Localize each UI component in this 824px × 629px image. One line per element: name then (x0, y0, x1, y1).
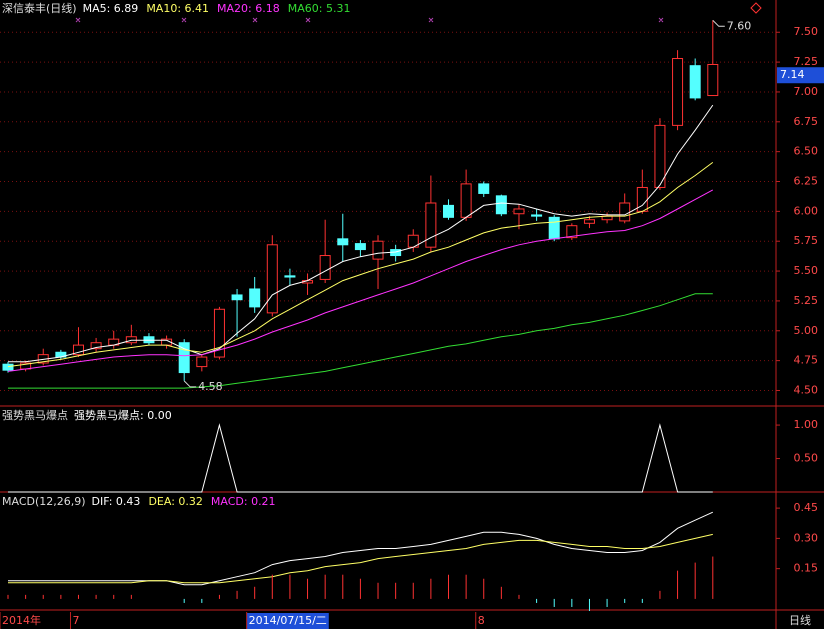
y-tick-label: 7.25 (794, 55, 819, 68)
legend-label: DIF: 0.43 (92, 495, 141, 508)
panel-title: 深信泰丰(日线) (2, 1, 77, 15)
candle-body (178, 342, 190, 374)
candle-body (90, 342, 102, 350)
candle-body (619, 202, 631, 222)
price-cursor-label: 7.14 (780, 68, 805, 81)
candle-body (266, 244, 278, 314)
annotation-label: 7.60 (727, 19, 752, 32)
candle-body (707, 63, 719, 97)
x-tick-label: 2014年 (2, 613, 41, 627)
annotation-arrow (183, 380, 197, 388)
candle-body (425, 202, 437, 248)
period-label: 日线 (789, 613, 811, 627)
x-tick-label: 2014/07/15/二 (249, 614, 327, 627)
macd-line (8, 533, 713, 584)
legend-label: MA60: 5.31 (288, 2, 351, 15)
y-tick-label: 7.00 (794, 85, 819, 98)
y-tick-label: 6.50 (794, 145, 819, 158)
indicator-line (8, 423, 713, 493)
x-tick-label: 7 (72, 614, 79, 627)
y-tick-label: 0.15 (794, 562, 819, 575)
ma-line (7, 161, 714, 368)
corner-icon (750, 2, 762, 14)
y-tick-label: 0.30 (794, 531, 819, 544)
candle-body (443, 204, 454, 218)
legend-label: MA10: 6.41 (146, 2, 209, 15)
y-tick-label: 4.50 (794, 383, 819, 396)
y-tick-label: 6.75 (794, 115, 819, 128)
candle-body (583, 219, 595, 224)
annotation-label: 4.58 (198, 380, 223, 393)
legend-label: DEA: 0.32 (148, 495, 202, 508)
macd-line (8, 511, 714, 586)
candle-body (319, 255, 331, 280)
candle-body (372, 240, 384, 260)
panel-title: MACD(12,26,9) (2, 495, 86, 508)
candle-body (249, 288, 261, 308)
candle-body (125, 336, 137, 344)
y-tick-label: 6.25 (794, 175, 819, 188)
y-tick-label: 5.75 (794, 234, 819, 247)
candle-body (495, 195, 507, 215)
candle-body (337, 238, 349, 246)
ma-line (7, 189, 714, 372)
candle-body (689, 65, 701, 99)
candle-body (531, 214, 543, 217)
signal-markers (75, 17, 664, 23)
y-tick-label: 5.50 (794, 264, 819, 277)
panel-title: 强势黑马爆点 (2, 408, 68, 422)
y-tick-label: 0.45 (794, 501, 819, 514)
candle-body (460, 183, 472, 218)
annotation-arrow (712, 19, 725, 27)
legend-label: MA5: 6.89 (83, 2, 139, 15)
candle-body (72, 344, 84, 356)
y-tick-label: 5.25 (794, 294, 819, 307)
price-cursor (777, 67, 824, 84)
candle-body (354, 243, 366, 251)
candle-body (143, 336, 155, 344)
y-tick-label: 0.50 (794, 452, 819, 465)
y-tick-label: 7.50 (794, 25, 819, 38)
legend-label: MACD: 0.21 (211, 495, 276, 508)
legend-label: MA20: 6.18 (217, 2, 280, 15)
ma-line (8, 104, 714, 363)
y-tick-label: 5.00 (794, 324, 819, 337)
candle-body (196, 356, 208, 368)
y-tick-label: 4.75 (794, 354, 819, 367)
candle-body (548, 216, 560, 240)
candle-body (654, 124, 666, 188)
candle-body (672, 58, 684, 126)
candle-body (2, 363, 14, 371)
candle-body (284, 275, 296, 278)
ma-line (8, 293, 713, 389)
candle-body (231, 294, 243, 301)
legend-label: 强势黑马爆点: 0.00 (74, 408, 172, 422)
candle-body (478, 183, 490, 194)
candle-body (513, 208, 525, 215)
y-tick-label: 1.00 (794, 418, 819, 431)
x-cursor-box (246, 613, 329, 629)
candle-body (566, 225, 578, 239)
candle-body (213, 308, 225, 358)
y-tick-label: 6.00 (794, 204, 819, 217)
x-tick-label: 8 (478, 614, 485, 627)
